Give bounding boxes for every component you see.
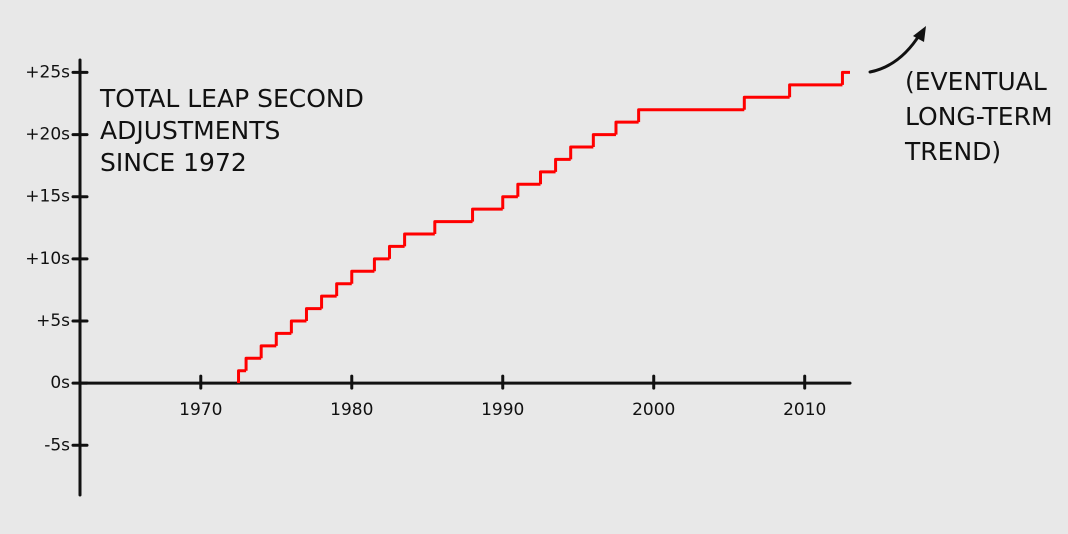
step [614,120,639,135]
y-tick-label: +10s [25,249,70,269]
x-tick-label: 1970 [179,400,222,420]
chart-title: SINCE 1972 [100,148,247,177]
step [538,170,556,185]
step [742,95,790,110]
step [569,145,594,160]
y-tick-label: -5s [44,435,70,455]
x-tick-label: 2000 [632,400,675,420]
y-tick-label: +5s [36,311,70,331]
step [516,182,541,197]
chart-title: TOTAL LEAP SECOND [99,84,364,113]
x-tick-label: 2010 [783,400,826,420]
step [259,344,277,359]
step [274,331,292,346]
trend-arrow [868,32,922,74]
step [433,220,473,234]
step [335,282,352,297]
chart-title: ADJUSTMENTS [100,116,280,145]
step [350,269,375,284]
step [372,257,390,272]
annotation: (EVENTUAL [905,67,1047,96]
x-tick-label: 1990 [481,400,524,420]
step [554,157,571,172]
step [471,207,503,222]
step [637,108,745,123]
step [244,356,262,371]
step [388,244,405,259]
step [304,307,322,321]
y-tick-label: 0s [50,373,70,393]
step [237,369,247,384]
annotation: LONG-TERM [905,102,1053,131]
y-tick-label: +20s [25,125,70,145]
step [289,319,307,334]
y-tick-label: +25s [25,62,70,82]
step [591,133,616,147]
step [501,195,518,210]
x-tick-label: 1980 [330,400,373,420]
y-tick-label: +15s [25,187,70,207]
annotation: TREND) [904,137,1001,166]
step [788,83,843,98]
step [403,232,435,247]
step [320,294,337,309]
arrow-head [913,26,926,42]
step [840,70,850,85]
